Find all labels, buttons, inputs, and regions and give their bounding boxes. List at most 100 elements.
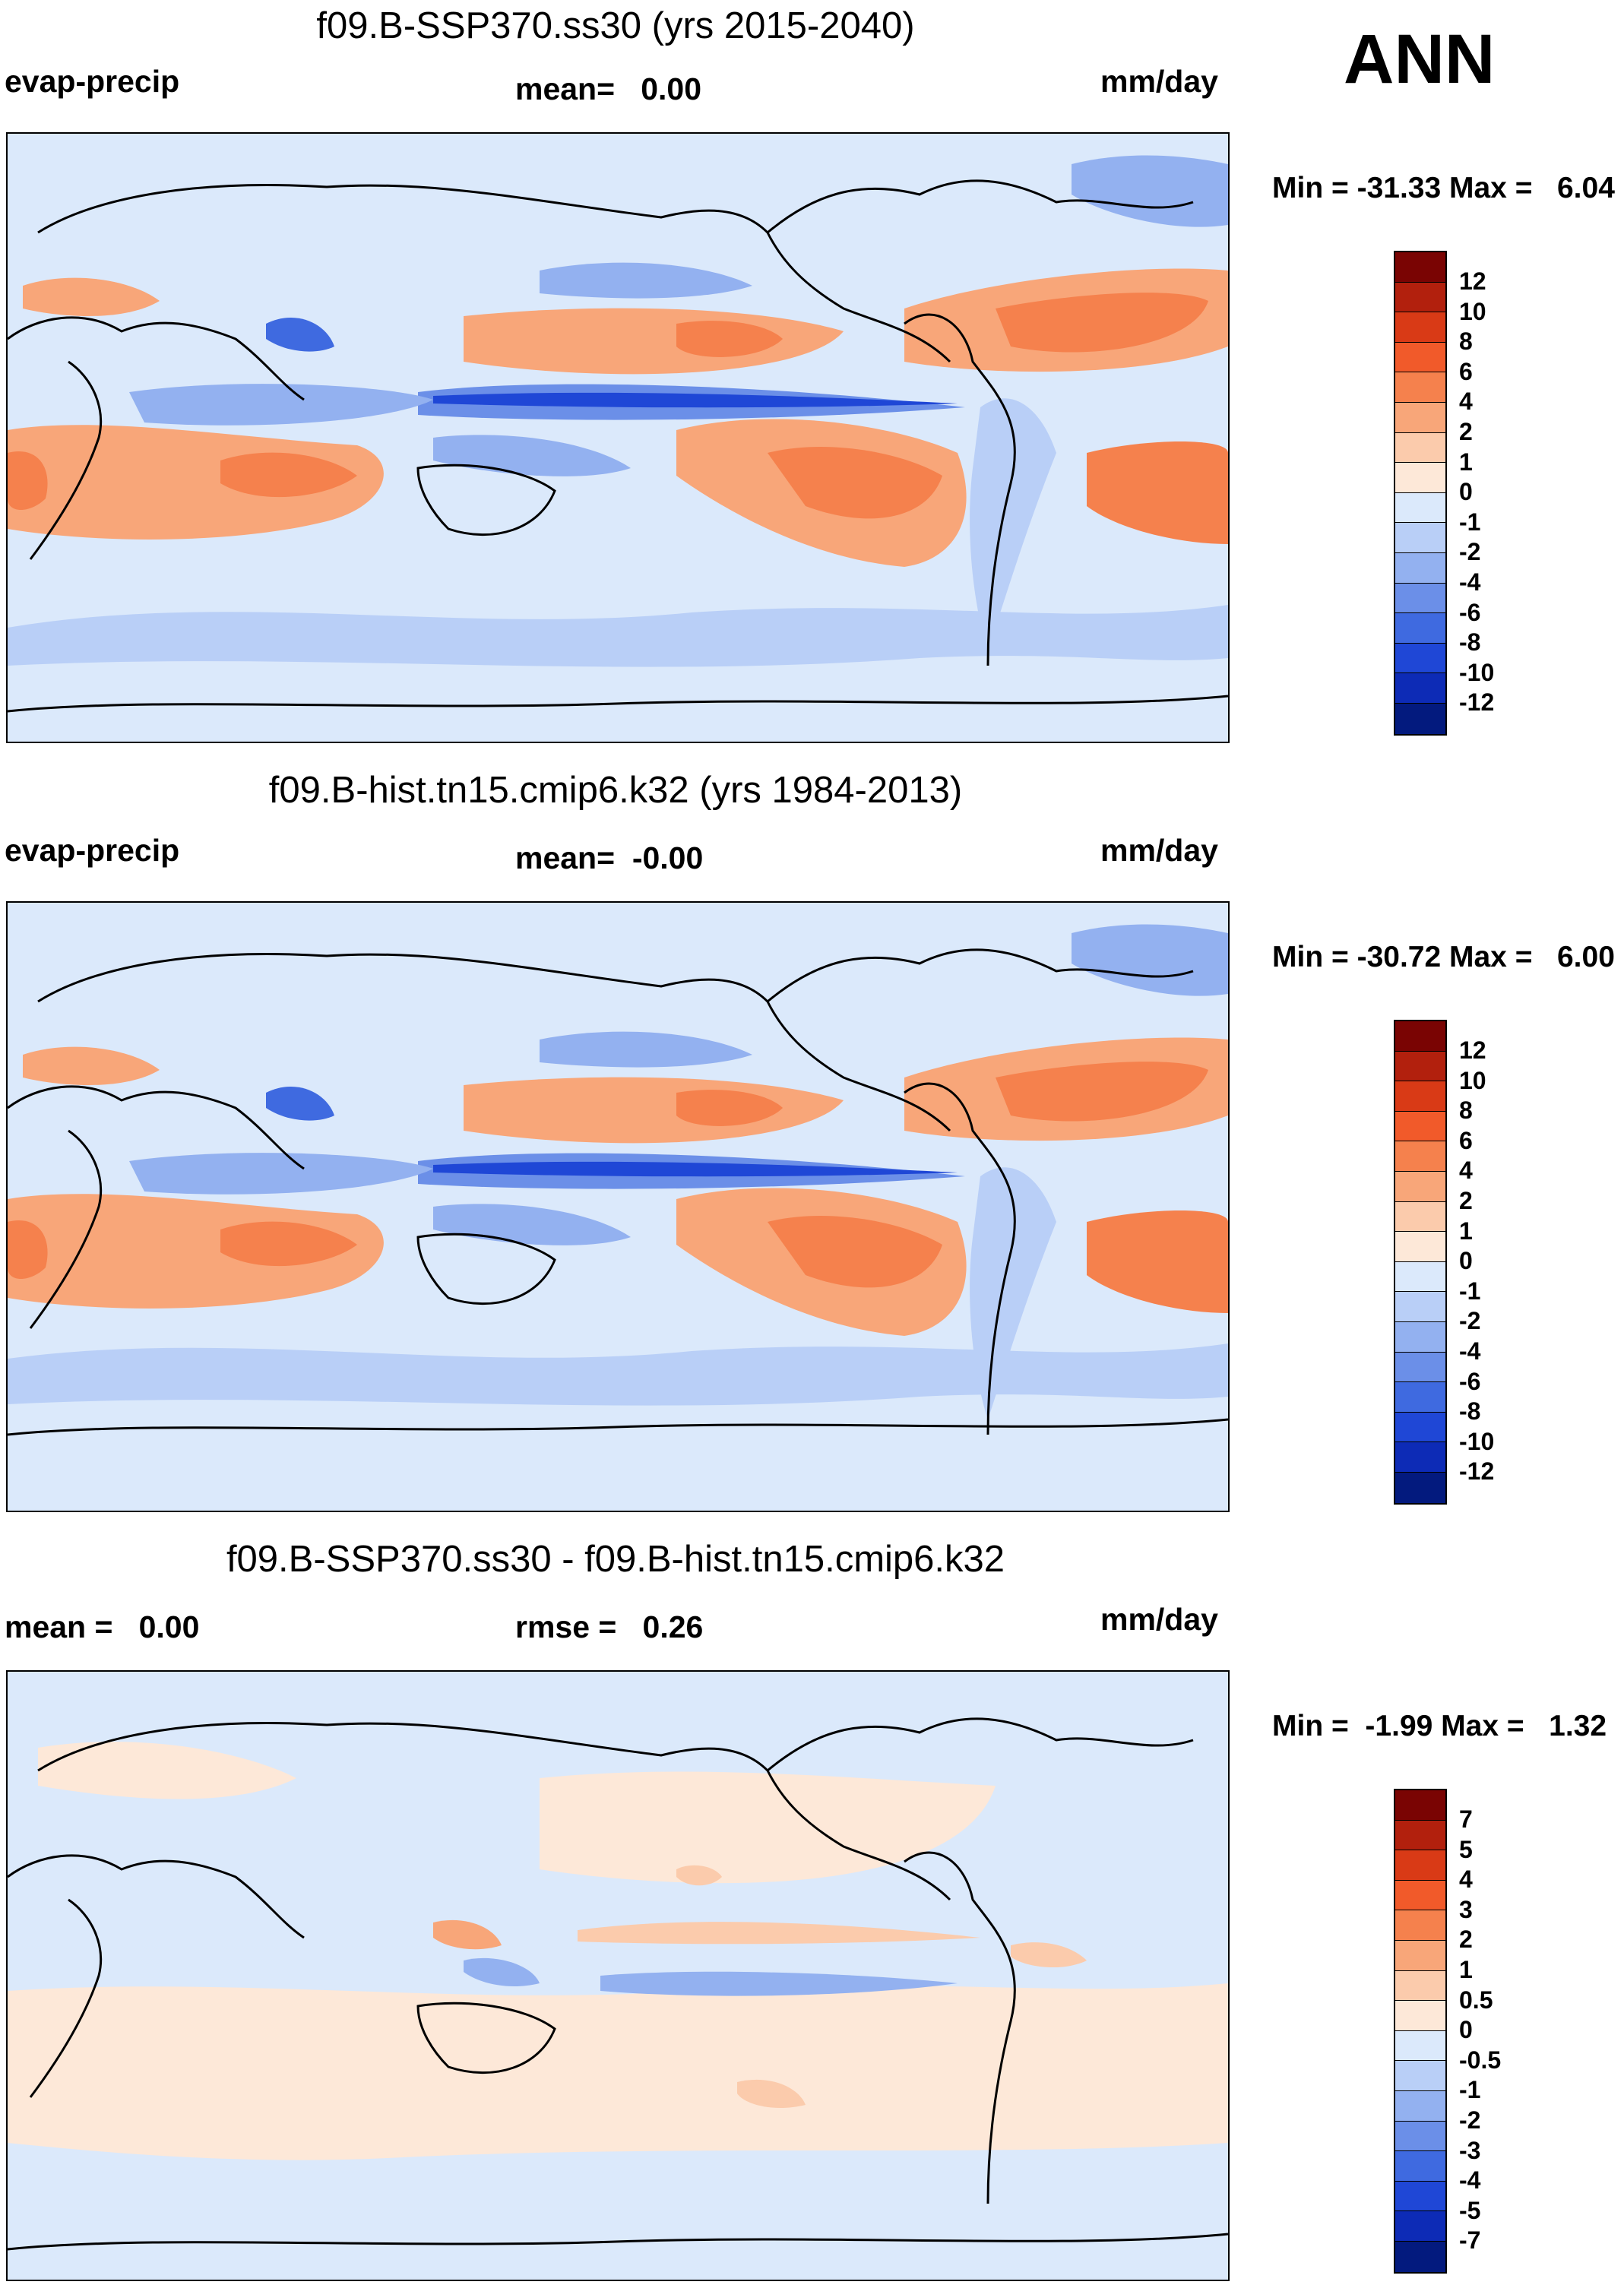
colorbar-swatch [1395,1790,1445,1821]
colorbar-tick: 6 [1459,358,1473,385]
colorbar-tick: 7 [1459,1805,1473,1833]
colorbar-tick: 4 [1459,1157,1473,1184]
colorbar-swatch [1395,613,1445,644]
colorbar-tick: 2 [1459,418,1473,445]
season-label: ANN [1344,21,1496,98]
colorbar-tick: -0.5 [1459,2046,1502,2074]
colorbar-swatch [1395,282,1445,313]
colorbar-tick: -8 [1459,1397,1481,1425]
colorbar-tick: -4 [1459,2166,1481,2194]
colorbar-tick: -6 [1459,1368,1481,1395]
colorbar-swatch [1395,1352,1445,1383]
colorbar-tick: 1 [1459,448,1473,476]
colorbar-swatch [1395,432,1445,464]
colorbar-tick: -12 [1459,1457,1495,1485]
colorbar-tick: 8 [1459,328,1473,355]
colorbar-swatch [1395,1820,1445,1851]
colorbar-tick: -1 [1459,2076,1481,2103]
colorbar-tick: 12 [1459,267,1486,295]
colorbar-tick: -6 [1459,599,1481,626]
colorbar-tick: 2 [1459,1926,1473,1953]
colorbar-tick: 1 [1459,1956,1473,1983]
colorbar-swatch [1395,2121,1445,2152]
colorbar-swatch [1395,2151,1445,2182]
colorbar-tick: 0 [1459,2016,1473,2043]
world-map [6,1670,1230,2281]
colorbar-tick: 0.5 [1459,1986,1493,2014]
colorbar-tick: -5 [1459,2197,1481,2224]
colorbar [1394,251,1447,736]
colorbar-tick: 6 [1459,1127,1473,1154]
colorbar-swatch [1395,463,1445,493]
mean-label: mean= -0.00 [515,840,704,875]
variable-label: evap-precip [5,833,180,868]
colorbar-tick: -2 [1459,1307,1481,1334]
colorbar-swatch [1395,1292,1445,1322]
mean-label: mean= 0.00 [515,71,702,106]
colorbar-swatch [1395,2211,1445,2242]
colorbar-tick: 2 [1459,1187,1473,1214]
colorbar-tick: 4 [1459,388,1473,415]
colorbar-swatch [1395,583,1445,614]
colorbar-swatch [1395,673,1445,704]
colorbar-swatch [1395,1382,1445,1413]
colorbar-swatch [1395,372,1445,403]
colorbar-swatch [1395,492,1445,524]
colorbar-swatch [1395,1141,1445,1172]
colorbar-swatch [1395,523,1445,553]
colorbar-tick: -2 [1459,2106,1481,2134]
colorbar-swatch [1395,1201,1445,1233]
colorbar-swatch [1395,703,1445,734]
colorbar-swatch [1395,1442,1445,1473]
colorbar-swatch [1395,312,1445,343]
colorbar [1394,1020,1447,1505]
colorbar-tick: -7 [1459,2226,1481,2254]
min-max-readout: Min = -1.99 Max = 1.32 [1272,1710,1607,1742]
colorbar-swatch [1395,552,1445,584]
colorbar-swatch [1395,643,1445,674]
colorbar-tick: 0 [1459,478,1473,505]
units-label: mm/day [1100,64,1218,99]
colorbar-tick: 5 [1459,1836,1473,1863]
mean-label: mean = 0.00 [5,1609,200,1644]
colorbar-swatch [1395,1880,1445,1911]
colorbar-swatch [1395,1850,1445,1881]
colorbar-tick: 3 [1459,1896,1473,1923]
colorbar-swatch [1395,342,1445,373]
min-max-readout: Min = -31.33 Max = 6.04 [1272,172,1615,204]
colorbar-swatch [1395,1111,1445,1142]
colorbar-tick: -1 [1459,1277,1481,1305]
colorbar-tick: -12 [1459,688,1495,716]
colorbar-swatch [1395,402,1445,433]
colorbar-swatch [1395,2001,1445,2031]
colorbar-tick: -4 [1459,1337,1481,1365]
colorbar-tick: 0 [1459,1247,1473,1274]
colorbar-tick: -4 [1459,568,1481,596]
rmse-label: rmse = 0.26 [515,1609,704,1644]
colorbar-swatch [1395,1171,1445,1202]
colorbar-tick: 12 [1459,1036,1486,1064]
colorbar-tick: 10 [1459,1067,1486,1094]
colorbar-tick: -10 [1459,659,1495,686]
colorbar-swatch [1395,2241,1445,2272]
colorbar-tick: -10 [1459,1428,1495,1455]
colorbar-swatch [1395,1232,1445,1262]
colorbar [1394,1789,1447,2274]
colorbar-swatch [1395,1472,1445,1503]
colorbar-swatch [1395,2090,1445,2122]
colorbar-swatch [1395,252,1445,283]
colorbar-swatch [1395,1910,1445,1941]
colorbar-swatch [1395,2181,1445,2212]
panel-title: f09.B-SSP370.ss30 - f09.B-hist.tn15.cmip… [226,1539,1005,1580]
colorbar-tick: -8 [1459,628,1481,656]
colorbar-tick: 8 [1459,1097,1473,1124]
panel-title: f09.B-hist.tn15.cmip6.k32 (yrs 1984-2013… [268,770,963,811]
colorbar-tick: -1 [1459,508,1481,536]
units-label: mm/day [1100,833,1218,868]
units-label: mm/day [1100,1602,1218,1637]
colorbar-swatch [1395,1021,1445,1052]
colorbar-tick: 4 [1459,1866,1473,1893]
colorbar-swatch [1395,2061,1445,2091]
panel-title: f09.B-SSP370.ss30 (yrs 2015-2040) [316,5,915,46]
colorbar-swatch [1395,2030,1445,2062]
